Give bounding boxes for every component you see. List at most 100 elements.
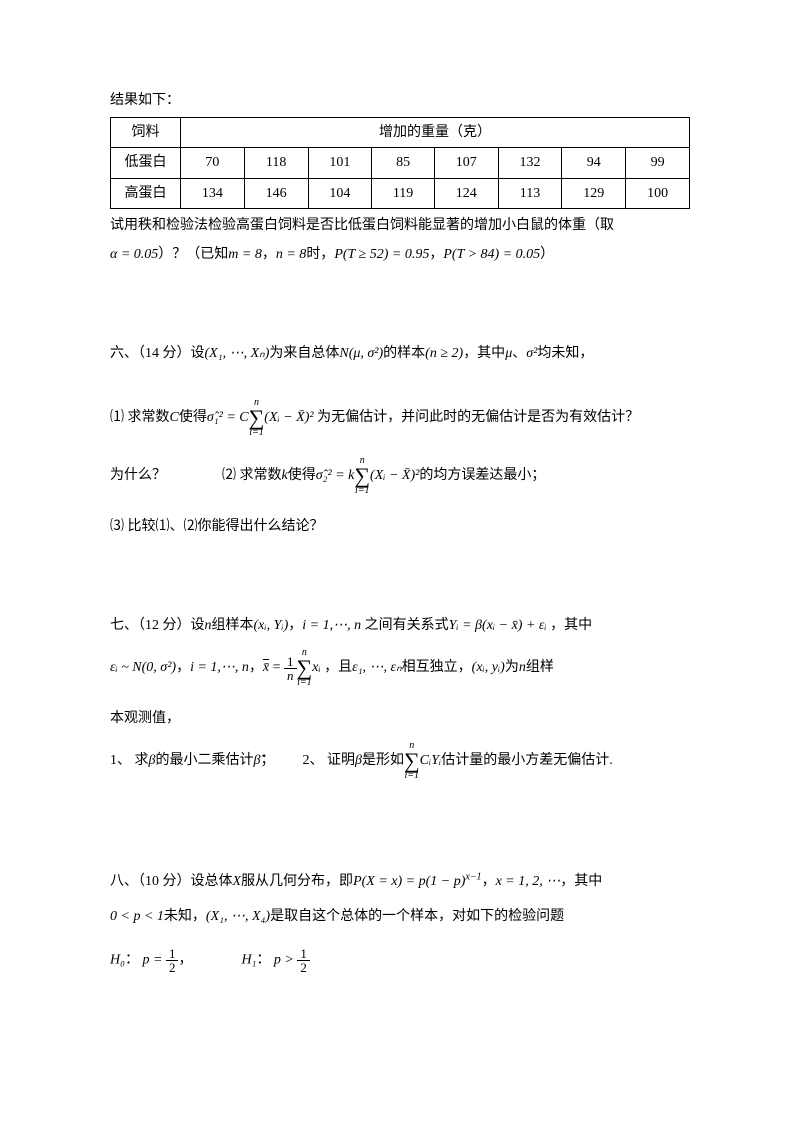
- sum-symbol: n∑i=1: [354, 456, 370, 496]
- q5-paren: ）？（已知: [158, 247, 228, 262]
- cell: 113: [498, 178, 562, 208]
- q7-obs3: 本观测值，: [110, 706, 690, 731]
- cell: 85: [372, 148, 435, 178]
- q7-semi: ；: [260, 753, 274, 768]
- q6-eq-lhs: σ̂₁² = C: [207, 410, 249, 425]
- q6-sub3: ⑶ 比较⑴、⑵你能得出什么结论？: [110, 514, 690, 539]
- table-row: 高蛋白 134 146 104 119 124 113 129 100: [111, 178, 690, 208]
- cell: 70: [181, 148, 245, 178]
- eq: =: [269, 660, 284, 675]
- q8-smp-txt: 是取自这个总体的一个样本，对如下的检验问题: [270, 909, 564, 924]
- q6-s2b: ⑵ 求常数: [222, 468, 282, 483]
- q7-pair2: (xᵢ, yᵢ): [472, 660, 505, 675]
- q6-cond: (n ≥ 2): [425, 346, 463, 361]
- q6-s2a: 为什么？: [110, 468, 166, 483]
- q7-head: 七、（12 分）设n组样本(xᵢ, Yᵢ)，i = 1,⋯, n 之间有关系式Y…: [110, 613, 690, 638]
- q7-xbar-pre: ，: [249, 660, 263, 675]
- alpha-value: α = 0.05: [110, 247, 158, 262]
- cell: 107: [434, 148, 498, 178]
- q8-tail: ，其中: [560, 874, 602, 889]
- q7-s1b: 的最小二乘估计: [155, 753, 253, 768]
- q8-head-a: 服从几何分布，即: [241, 874, 353, 889]
- frac-1-n: 1n: [284, 655, 297, 682]
- n-value: n = 8: [276, 247, 306, 262]
- q8-unknown: 未知，: [164, 909, 206, 924]
- q7-s1: 1、 求: [110, 753, 149, 768]
- q8-hyp: H₀： p = 12， H₁： p > 12: [110, 947, 690, 974]
- q7-pair: (xᵢ, Yᵢ): [254, 618, 289, 633]
- q6-eq2-lhs: σ̂₂² = k: [316, 468, 355, 483]
- h1-label: H₁: [241, 953, 256, 968]
- q6-s1a: ⑴ 求常数: [110, 410, 170, 425]
- q7-indep: ，且: [321, 660, 353, 675]
- end: ）: [540, 247, 554, 262]
- h0-label: H₀: [110, 953, 125, 968]
- colon: ：: [125, 953, 139, 968]
- q6-s2c: 使得: [288, 468, 316, 483]
- q7-idx: i = 1,⋯, n: [302, 618, 361, 633]
- q6-eq2-body: (Xᵢ − X̄)²: [370, 468, 419, 483]
- q6-sub1: ⑴ 求常数C使得σ̂₁² = Cn∑i=1(Xᵢ − X̄)² 为无偏估计，并问…: [110, 398, 690, 438]
- q7-s2c: 估计量的最小方差无偏估计.: [441, 753, 613, 768]
- q6-unknown: 均未知，: [537, 346, 593, 361]
- row-label-high: 高蛋白: [111, 178, 181, 208]
- q6-s1c2: 为无偏估计，并问此时的无偏估计是否为有效估计？: [314, 410, 640, 425]
- q7-obs: 为: [505, 660, 519, 675]
- q8-X: X: [233, 874, 242, 889]
- q7-head-pre: 七、（12 分）设: [110, 618, 205, 633]
- q7-n2: n: [519, 660, 526, 675]
- q6-sig: σ²: [526, 346, 537, 361]
- q7-eps: εᵢ ~ N(0, σ²): [110, 660, 176, 675]
- q6-s2d: 的均方误差达最小；: [419, 468, 545, 483]
- q7-idx2: i = 1,⋯, n: [190, 660, 249, 675]
- h1-body: p >: [274, 953, 297, 968]
- comma: ，: [178, 953, 192, 968]
- q7-obs2: 组样: [526, 660, 554, 675]
- row-label-low: 低蛋白: [111, 148, 181, 178]
- cell: 134: [181, 178, 245, 208]
- weight-table: 饲料 增加的重量（克） 低蛋白 70 118 101 85 107 132 94…: [110, 117, 690, 209]
- cell: 99: [626, 148, 690, 178]
- q8-exp: x−1: [465, 871, 481, 882]
- col-weight: 增加的重量（克）: [181, 118, 690, 148]
- table-row: 低蛋白 70 118 101 85 107 132 94 99: [111, 148, 690, 178]
- q6-s1b: 使得: [179, 410, 207, 425]
- cell: 129: [562, 178, 626, 208]
- q7-subs: 1、 求β的最小二乘估计β̂； 2、 证明β̂是形如n∑i=1CᵢYᵢ估计量的最…: [110, 741, 690, 781]
- col-feed: 饲料: [111, 118, 181, 148]
- q7-head-a: 组样本: [212, 618, 254, 633]
- when: 时，: [306, 247, 334, 262]
- q6-eq-body: (Xᵢ − X̄)²: [264, 410, 313, 425]
- q6-dist: N(μ, σ²): [339, 346, 383, 361]
- cell: 94: [562, 148, 626, 178]
- p1: P(T ≥ 52) = 0.95: [334, 247, 429, 262]
- colon: ：: [256, 953, 270, 968]
- q7-indep2: 相互独立，: [402, 660, 472, 675]
- cell: 104: [308, 178, 372, 208]
- sep: ，: [262, 247, 276, 262]
- sep: ，: [429, 247, 443, 262]
- q6-head: 六、（14 分）设(X₁, ⋯, Xₙ)为来自总体N(μ, σ²)的样本(n ≥…: [110, 341, 690, 366]
- sum-symbol: n∑i=1: [249, 398, 265, 438]
- cell: 146: [244, 178, 308, 208]
- q8-xs: x = 1, 2, ⋯: [496, 874, 561, 889]
- q7-eps-list: ε₁, ⋯, εₙ: [352, 660, 401, 675]
- q8-range: 0 < p < 1: [110, 909, 164, 924]
- cell: 118: [244, 148, 308, 178]
- results-intro: 结果如下：: [110, 88, 690, 113]
- q7-rel: Yᵢ = β(xᵢ − x̄) + εᵢ: [449, 618, 547, 633]
- q7-line2: εᵢ ~ N(0, σ²)，i = 1,⋯, n，x̄ = 1nn∑i=1xᵢ …: [110, 648, 690, 688]
- frac-half: 12: [166, 947, 179, 974]
- table-header-row: 饲料 增加的重量（克）: [111, 118, 690, 148]
- q8-pmf: P(X = x) = p(1 − p): [353, 874, 465, 889]
- frac-half: 12: [297, 947, 310, 974]
- cell: 124: [434, 178, 498, 208]
- q6-sub2: 为什么？ ⑵ 求常数k使得σ̂₂² = kn∑i=1(Xᵢ − X̄)²的均方误…: [110, 456, 690, 496]
- q6-head-mid: 为来自总体: [269, 346, 339, 361]
- q8-line2: 0 < p < 1未知，(X₁, ⋯, X₄)是取自这个总体的一个样本，对如下的…: [110, 904, 690, 929]
- q7-tail: ，其中: [547, 618, 593, 633]
- q7-ciyi: CᵢYᵢ: [420, 753, 442, 768]
- cell: 101: [308, 148, 372, 178]
- sum-symbol: n∑i=1: [297, 648, 313, 688]
- cell: 100: [626, 178, 690, 208]
